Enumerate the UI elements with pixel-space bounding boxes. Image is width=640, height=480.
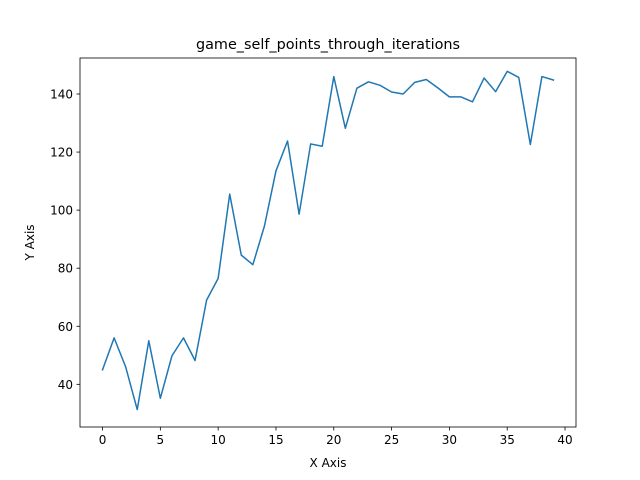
x-tick-label: 10: [211, 433, 226, 447]
y-axis-label: Y Axis: [23, 224, 37, 261]
y-tick-label: 60: [58, 320, 73, 334]
y-tick-label: 100: [50, 204, 73, 218]
series-line: [101, 70, 555, 411]
y-axis-ticks: 40 60 80 100 120 140: [50, 88, 80, 392]
series-layer: [101, 70, 555, 411]
x-tick-label: 35: [500, 433, 515, 447]
x-axis-label: X Axis: [310, 456, 347, 470]
y-tick-label: 80: [58, 262, 73, 276]
x-tick-label: 20: [326, 433, 341, 447]
x-axis-ticks: 0 5 10 15 20 25 30 35 40: [99, 427, 573, 447]
plot-frame: [79, 57, 577, 428]
x-tick-label: 40: [557, 433, 572, 447]
x-tick-label: 30: [442, 433, 457, 447]
y-tick-label: 40: [58, 378, 73, 392]
x-tick-label: 5: [157, 433, 165, 447]
y-tick-label: 140: [50, 88, 73, 102]
x-tick-label: 15: [268, 433, 283, 447]
y-tick-label: 120: [50, 146, 73, 160]
chart-title: game_self_points_through_iterations: [196, 37, 460, 53]
x-tick-label: 0: [99, 433, 107, 447]
x-tick-label: 25: [384, 433, 399, 447]
